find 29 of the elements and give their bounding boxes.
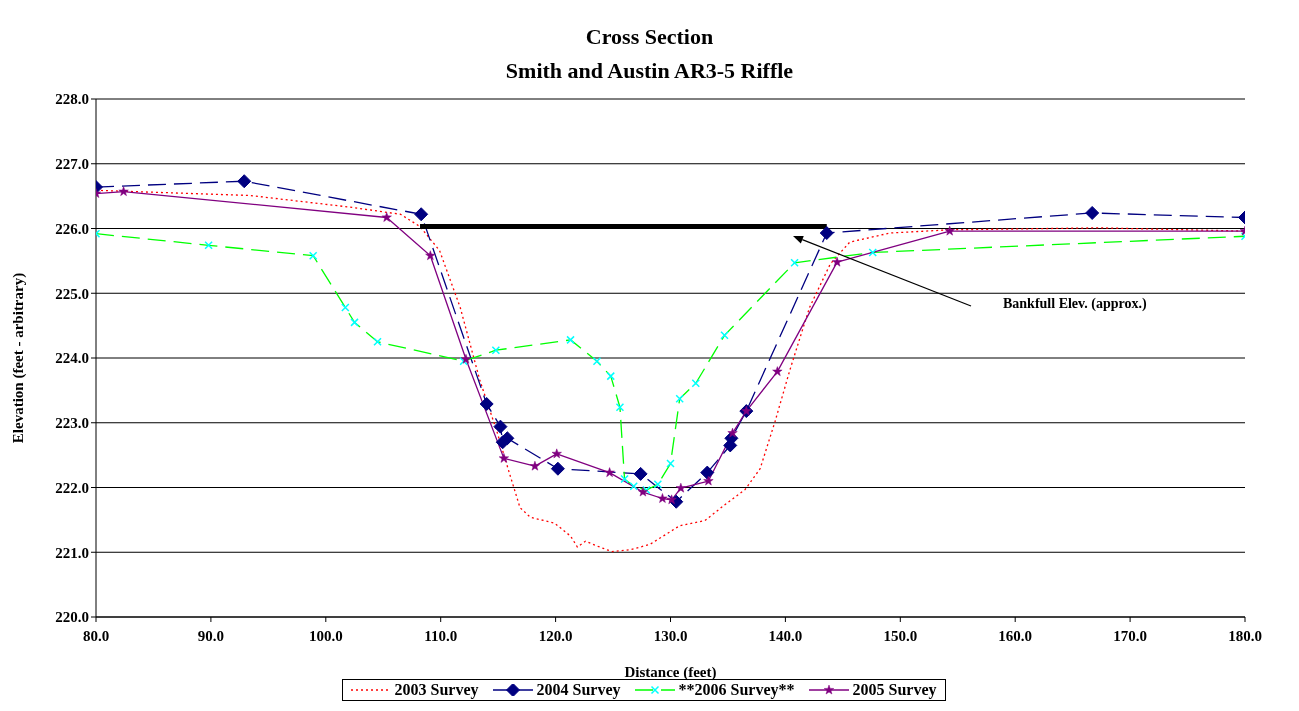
x-tick-label: 80.0 [82, 627, 110, 644]
x-tick-label: 160.0 [998, 627, 1033, 644]
x-tick-label: 130.0 [653, 627, 688, 644]
x-tick-label: 140.0 [768, 627, 803, 644]
x-tick-label: 110.0 [424, 627, 458, 644]
x-tick-label: 120.0 [538, 627, 573, 644]
x-tick-label: 150.0 [883, 627, 918, 644]
x-axis-title: Distance (feet) [624, 664, 717, 681]
chart-subtitle: Smith and Austin AR3-5 Riffle [504, 57, 795, 85]
chart-title: Cross Section [584, 23, 715, 51]
y-tick-label: 222.0 [55, 479, 89, 496]
y-tick-label: 224.0 [55, 350, 89, 367]
y-tick-label: 220.0 [55, 609, 89, 626]
y-tick-label: 225.0 [55, 285, 89, 302]
annotation: Bankfull Elev. (approx.) [1003, 296, 1147, 313]
x-tick-label: 90.0 [197, 627, 225, 644]
y-tick-label: 221.0 [55, 544, 89, 561]
legend-label: **2006 Survey** [678, 681, 795, 699]
x-tick-label: 180.0 [1228, 627, 1262, 644]
y-tick-label: 227.0 [55, 156, 89, 173]
y-tick-label: 228.0 [55, 91, 89, 108]
y-axis-title: Elevation (feet - arbitrary) [10, 272, 28, 444]
x-tick-label: 170.0 [1113, 627, 1147, 644]
y-tick-label: 226.0 [55, 220, 89, 237]
x-tick-label: 100.0 [308, 627, 343, 644]
legend-label: 2004 Survey [536, 681, 621, 699]
y-tick-label: 223.0 [55, 415, 89, 432]
legend-label: 2005 Survey [852, 681, 937, 699]
legend-label: 2003 Survey [394, 681, 479, 699]
